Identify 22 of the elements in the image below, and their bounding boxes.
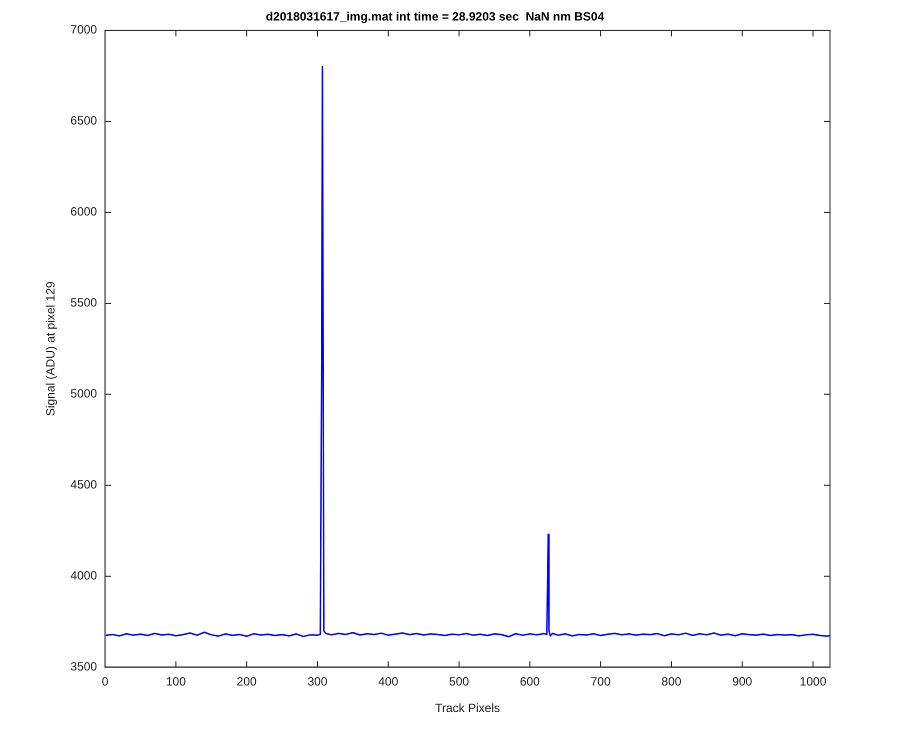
y-tick-label: 5500 [70,296,98,310]
y-tick-label: 4000 [70,568,98,583]
y-tick-label: 5000 [70,386,98,401]
y-tick-label: 6000 [70,204,98,219]
x-tick-label: 800 [661,674,682,689]
chart-title: d2018031617_img.mat int time = 28.9203 sec NaN nm BS04 [266,10,605,24]
y-tick-label: 3500 [70,660,98,674]
x-tick-label: 500 [449,674,470,689]
x-tick-label: 100 [166,674,186,689]
y-tick-label: 6500 [70,114,98,128]
x-tick-label: 1000 [800,674,827,689]
x-axis-title: Track Pixels [435,701,500,716]
x-tick-label: 200 [236,674,258,689]
x-tick-label: 0 [102,674,109,689]
x-tick-label: 300 [307,674,328,689]
x-tick-label: 400 [378,674,399,689]
x-tick-label: 900 [732,674,753,689]
y-tick-label: 4500 [70,478,98,492]
x-tick-label: 700 [590,674,611,689]
y-tick-label: 7000 [70,22,98,37]
x-tick-label: 600 [520,674,540,689]
y-axis-title: Signal (ADU) at pixel 129 [44,281,58,416]
